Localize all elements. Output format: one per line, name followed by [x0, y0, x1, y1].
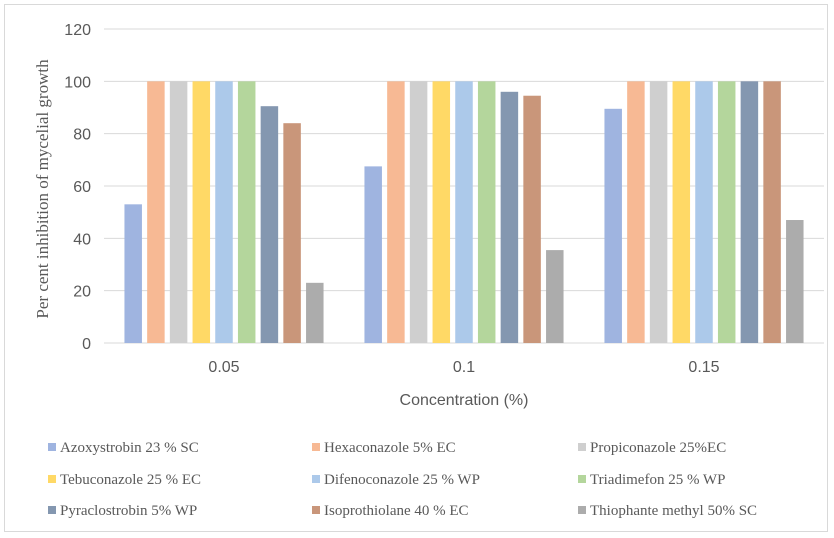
bar	[604, 108, 622, 343]
bar	[283, 123, 301, 343]
bar	[695, 81, 713, 343]
x-tick-labels: 0.05 0.1 0.15	[208, 359, 719, 376]
bar	[477, 81, 496, 343]
bar	[124, 204, 142, 343]
x-tick-label: 0.05	[208, 359, 239, 376]
bar	[432, 81, 451, 343]
y-tick-label: 40	[73, 231, 91, 248]
bar	[215, 81, 233, 343]
legend-swatch	[578, 443, 586, 451]
x-tick-label: 0.15	[688, 359, 719, 376]
bar	[717, 81, 736, 343]
legend-label: Hexaconazole 5% EC	[324, 440, 456, 456]
bar	[763, 81, 781, 343]
y-tick-label: 100	[64, 74, 91, 91]
y-tick-label: 0	[82, 336, 91, 353]
legend-label: Tebuconazole 25 % EC	[60, 472, 201, 488]
legend-label: Difenoconazole 25 % WP	[324, 472, 480, 488]
bar	[306, 282, 324, 343]
y-tick-label: 120	[64, 22, 91, 39]
legend-swatch	[312, 506, 320, 514]
x-axis-label: Concentration (%)	[400, 392, 529, 409]
legend-label: Thiophante methyl 50% SC	[590, 503, 757, 519]
legend-label: Propiconazole 25%EC	[590, 440, 726, 456]
y-axis-label: Per cent inhibition of mycelial growth	[33, 59, 52, 319]
legend-swatch	[312, 475, 320, 483]
bar	[260, 106, 279, 343]
bar	[169, 81, 188, 343]
bar	[786, 220, 804, 343]
legend-label: Triadimefon 25 % WP	[590, 472, 725, 488]
bar	[409, 81, 428, 343]
bar	[546, 250, 564, 343]
bar	[500, 91, 519, 343]
bar	[387, 81, 405, 343]
legend-swatch	[578, 475, 586, 483]
legend-swatch	[312, 443, 320, 451]
legend-swatch	[48, 475, 56, 483]
legend-swatch	[578, 506, 586, 514]
y-tick-label: 80	[73, 127, 91, 144]
y-tick-label: 60	[73, 179, 91, 196]
legend-label: Azoxystrobin 23 % SC	[60, 440, 199, 456]
legend-swatch	[48, 506, 56, 514]
bars	[124, 81, 804, 343]
bar	[523, 95, 541, 343]
bar	[672, 81, 691, 343]
y-tick-labels: 0 20 40 60 80 100 120	[64, 22, 91, 353]
legend-label: Isoprothiolane 40 % EC	[324, 503, 469, 519]
legend: Azoxystrobin 23 % SC Hexaconazole 5% EC Pr…	[48, 440, 757, 519]
bar	[237, 81, 256, 343]
bar	[364, 166, 382, 343]
bar	[627, 81, 645, 343]
bar	[455, 81, 473, 343]
x-tick-label: 0.1	[453, 359, 475, 376]
y-tick-label: 20	[73, 284, 91, 301]
bar	[192, 81, 211, 343]
legend-swatch	[48, 443, 56, 451]
bar	[740, 81, 759, 343]
legend-label: Pyraclostrobin 5% WP	[60, 503, 197, 519]
bar	[649, 81, 668, 343]
bar	[147, 81, 165, 343]
